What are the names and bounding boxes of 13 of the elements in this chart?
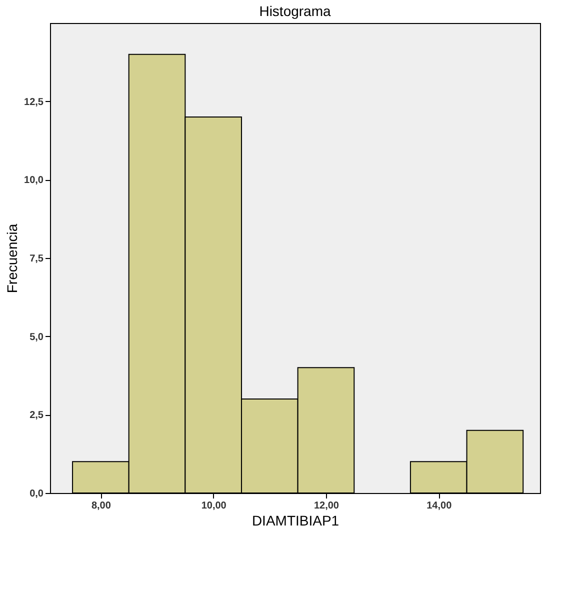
y-tick-label: 2,5 bbox=[30, 410, 44, 422]
y-tick-label: 12,5 bbox=[24, 96, 44, 108]
y-tick-label: 7,5 bbox=[30, 254, 44, 264]
x-tick-label: 8,00 bbox=[91, 500, 112, 512]
x-tick-label: 10,00 bbox=[201, 500, 227, 512]
x-axis-title: DIAMTIBIAP1 bbox=[252, 512, 340, 528]
x-tick-label: 12,00 bbox=[314, 500, 340, 512]
y-tick-label: 5,0 bbox=[30, 332, 44, 343]
y-tick-label: 10,0 bbox=[24, 175, 44, 186]
chart-title: Histograma bbox=[259, 3, 331, 19]
x-tick-label: 14,00 bbox=[426, 500, 452, 512]
y-axis-title: Frecuencia bbox=[4, 224, 20, 294]
y-tick-label: 0,0 bbox=[30, 488, 44, 500]
